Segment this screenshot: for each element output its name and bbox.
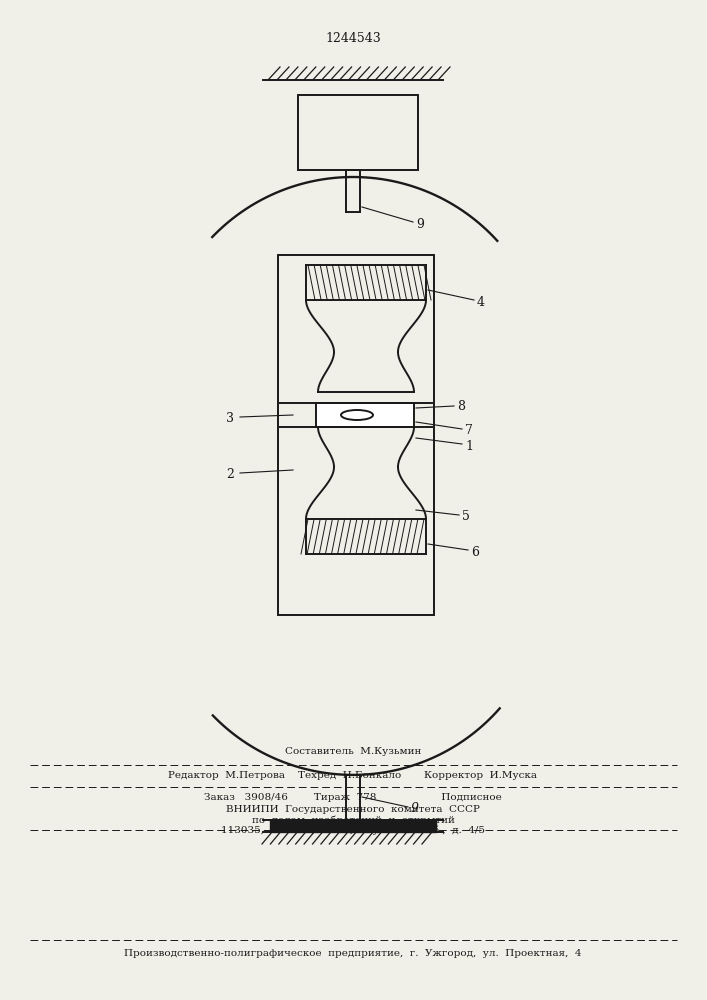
Text: 2: 2 <box>226 468 234 482</box>
Text: 5: 5 <box>462 510 470 524</box>
Text: 9: 9 <box>411 802 419 816</box>
Text: 7: 7 <box>465 424 473 438</box>
Bar <box>278 255 434 615</box>
Text: 8: 8 <box>457 399 465 412</box>
Text: ВНИИПИ  Государственного  комитета  СССР: ВНИИПИ Государственного комитета СССР <box>226 806 480 814</box>
Text: 113035,  Москва,  Ж-35,  Раушская  наб.,  д.  4/5: 113035, Москва, Ж-35, Раушская наб., д. … <box>221 825 485 835</box>
Text: Составитель  М.Кузьмин: Составитель М.Кузьмин <box>285 748 421 756</box>
Text: по  делам  изобретений  и  открытий: по делам изобретений и открытий <box>252 815 455 825</box>
Text: 3: 3 <box>226 412 234 424</box>
Bar <box>298 95 418 170</box>
Text: Заказ   3908/46        Тираж  778                    Подписное: Заказ 3908/46 Тираж 778 Подписное <box>204 794 502 802</box>
Text: Редактор  М.Петрова    Техред  Н.Бонкало       Корректор  И.Муска: Редактор М.Петрова Техред Н.Бонкало Корр… <box>168 772 537 780</box>
Text: Производственно-полиграфическое  предприятие,  г.  Ужгород,  ул.  Проектная,  4: Производственно-полиграфическое предприя… <box>124 948 582 958</box>
Bar <box>316 403 414 427</box>
Text: 9: 9 <box>416 218 424 231</box>
Text: 1: 1 <box>465 440 473 452</box>
Text: 6: 6 <box>471 546 479 558</box>
Ellipse shape <box>341 410 373 420</box>
Text: 1244543: 1244543 <box>325 32 381 45</box>
Text: 4: 4 <box>477 296 485 308</box>
